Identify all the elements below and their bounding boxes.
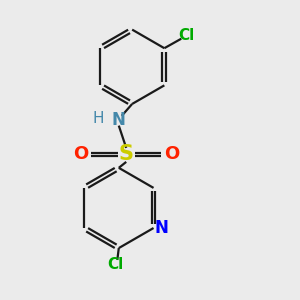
Text: O: O [74, 146, 89, 164]
Text: Cl: Cl [178, 28, 195, 43]
Text: O: O [164, 146, 179, 164]
Text: N: N [154, 219, 168, 237]
Text: Cl: Cl [108, 257, 124, 272]
Text: S: S [119, 145, 134, 164]
Text: H: H [92, 111, 104, 126]
Text: N: N [112, 111, 126, 129]
